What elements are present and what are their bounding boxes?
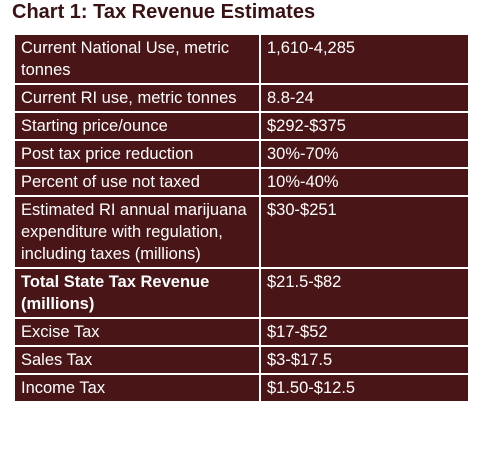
row-value: 8.8-24	[259, 83, 470, 113]
title: Chart 1: Tax Revenue Estimates	[12, 1, 316, 23]
table-row: Excise Tax $17-$52	[13, 317, 470, 347]
row-label: Sales Tax	[13, 345, 261, 375]
row-value: $17-$52	[259, 317, 470, 347]
table-row: Post tax price reduction 30%-70%	[13, 139, 470, 169]
table-row: Percent of use not taxed 10%-40%	[13, 167, 470, 197]
row-value: $30-$251	[259, 195, 470, 269]
table-row: Income Tax $1.50-$12.5	[13, 373, 470, 403]
revenue-table: Current National Use, metric tonnes 1,610…	[13, 33, 470, 403]
row-value: 10%-40%	[259, 167, 470, 197]
table-body: Current National Use, metric tonnes 1,610…	[13, 33, 470, 403]
table-row: Total State Tax Revenue (millions) $21.5-…	[13, 267, 470, 319]
table-row: Current National Use, metric tonnes 1,610…	[13, 33, 470, 85]
row-label: Excise Tax	[13, 317, 261, 347]
row-value: $21.5-$82	[259, 267, 470, 319]
row-label: Post tax price reduction	[13, 139, 261, 169]
row-value: $3-$17.5	[259, 345, 470, 375]
row-label: Income Tax	[13, 373, 261, 403]
table-row: Sales Tax $3-$17.5	[13, 345, 470, 375]
table-row: Estimated RI annual marijuana expenditur…	[13, 195, 470, 269]
row-label: Starting price/ounce	[13, 111, 261, 141]
row-label: Estimated RI annual marijuana expenditur…	[13, 195, 261, 269]
row-value: $292-$375	[259, 111, 470, 141]
row-label: Current National Use, metric tonnes	[13, 33, 261, 85]
table-row: Starting price/ounce $292-$375	[13, 111, 470, 141]
row-label: Total State Tax Revenue (millions)	[13, 267, 261, 319]
table-row: Current RI use, metric tonnes 8.8-24	[13, 83, 470, 113]
row-label: Percent of use not taxed	[13, 167, 261, 197]
row-value: 1,610-4,285	[259, 33, 470, 85]
row-label: Current RI use, metric tonnes	[13, 83, 261, 113]
row-value: 30%-70%	[259, 139, 470, 169]
row-value: $1.50-$12.5	[259, 373, 470, 403]
